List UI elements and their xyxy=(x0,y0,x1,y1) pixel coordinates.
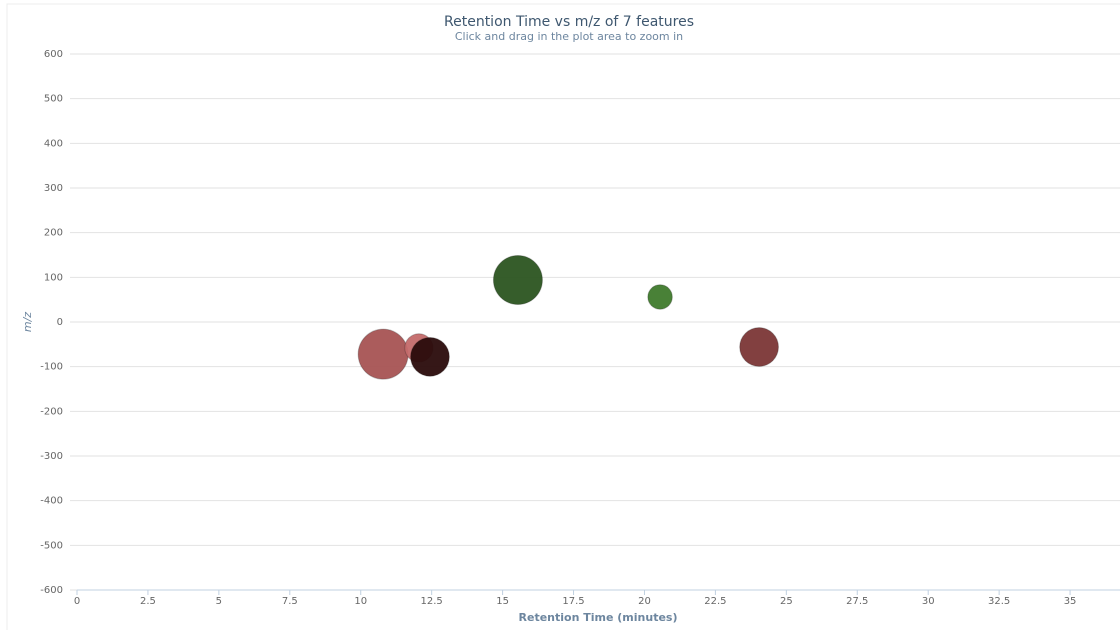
y-tick-label: -200 xyxy=(40,406,63,417)
x-tick-label: 17.5 xyxy=(562,596,584,607)
x-tick-label: 15 xyxy=(496,596,509,607)
y-tick-label: 400 xyxy=(44,138,63,149)
chart-subtitle: Click and drag in the plot area to zoom … xyxy=(455,30,683,43)
y-tick-label: 200 xyxy=(44,228,63,239)
bubble xyxy=(492,255,543,306)
x-tick-label: 20 xyxy=(638,596,651,607)
x-tick-label: 27.5 xyxy=(846,596,868,607)
y-tick-label: 100 xyxy=(44,272,63,283)
x-tick-label: 5 xyxy=(216,596,222,607)
x-tick-label: 32.5 xyxy=(988,596,1010,607)
y-tick-label: -300 xyxy=(40,451,63,462)
x-tick-label: 22.5 xyxy=(704,596,726,607)
x-tick-label: 10 xyxy=(354,596,367,607)
y-tick-label: -500 xyxy=(40,540,63,551)
bubble xyxy=(739,327,779,367)
x-tick-label: 30 xyxy=(922,596,935,607)
y-tick-label: -100 xyxy=(40,362,63,373)
chart-title: Retention Time vs m/z of 7 features xyxy=(444,14,694,30)
x-axis-label: Retention Time (minutes) xyxy=(519,611,678,624)
y-tick-label: 0 xyxy=(57,317,63,328)
x-tick-label: 35 xyxy=(1064,596,1077,607)
y-tick-label: -400 xyxy=(40,496,63,507)
x-tick-label: 12.5 xyxy=(421,596,443,607)
y-tick-label: -600 xyxy=(40,585,63,596)
grid: -600-500-400-300-200-1000100200300400500… xyxy=(40,49,1120,607)
x-tick-label: 7.5 xyxy=(282,596,298,607)
bubble xyxy=(357,328,409,380)
bubble xyxy=(410,336,450,377)
x-tick-label: 25 xyxy=(780,596,793,607)
y-axis-label: m/z xyxy=(21,312,34,332)
x-tick-label: 0 xyxy=(74,596,80,607)
y-tick-label: 300 xyxy=(44,183,63,194)
y-tick-label: 500 xyxy=(44,94,63,105)
bubble xyxy=(647,284,673,310)
x-tick-label: 2.5 xyxy=(140,596,156,607)
y-tick-label: 600 xyxy=(44,49,63,60)
marks xyxy=(357,255,779,380)
chart-frame xyxy=(6,3,1120,630)
